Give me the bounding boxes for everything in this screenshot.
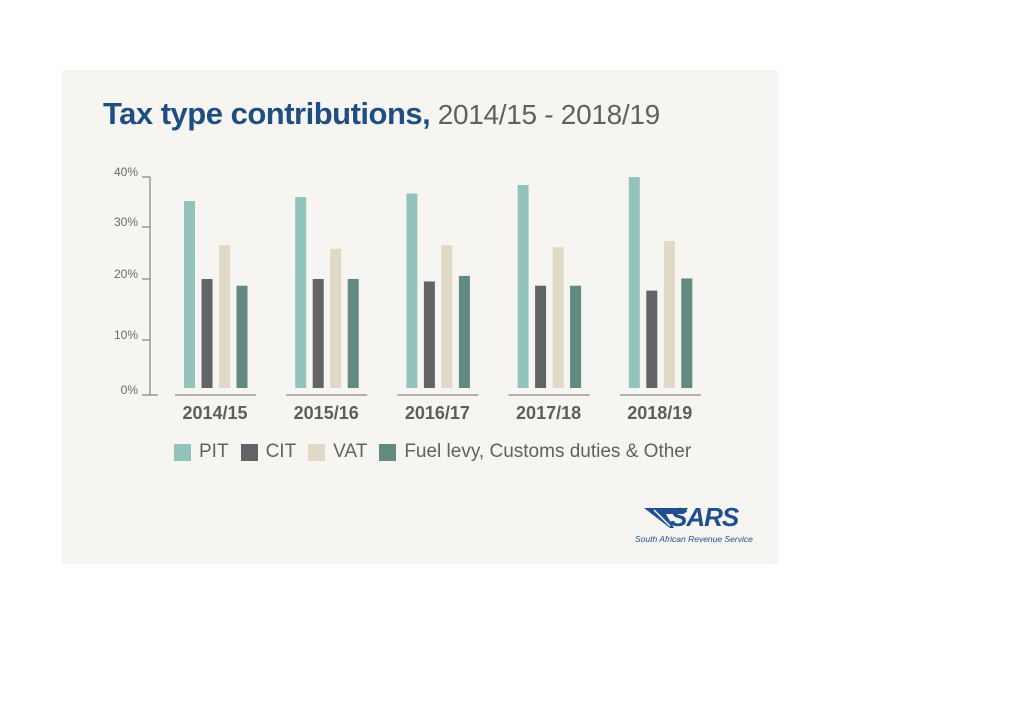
y-tick-label: 40% <box>114 165 138 179</box>
bars <box>184 177 693 388</box>
chart-panel <box>62 70 778 564</box>
sars-logo-mark-icon <box>644 508 688 528</box>
chart-title-sub: 2014/15 - 2018/19 <box>430 99 661 130</box>
bar-cit <box>646 290 658 388</box>
y-tick-label: 0% <box>121 383 139 397</box>
bar-vat <box>441 245 453 388</box>
legend-label-vat: VAT <box>333 441 368 462</box>
bar-pit <box>406 193 418 388</box>
bar-pit <box>517 185 529 388</box>
sars-logo-wordmark: SARS <box>670 502 739 532</box>
y-axis: 0% 10% 20% 30% 40% <box>114 165 158 397</box>
bar-vat <box>330 248 342 388</box>
legend-item-other: Fuel levy, Customs duties & Other <box>379 441 691 463</box>
bar-vat <box>552 247 564 388</box>
bar-pit <box>184 201 195 388</box>
legend-item-pit: PIT <box>174 441 229 463</box>
bar-cit <box>201 279 213 388</box>
x-tick-label: 2017/18 <box>516 403 581 423</box>
y-tick-label: 20% <box>114 267 138 281</box>
x-axis: 2014/15 2015/16 2016/17 2017/18 2018/19 <box>175 394 701 423</box>
bar-other <box>347 279 359 388</box>
bar-cit <box>535 285 547 388</box>
x-tick-label: 2015/16 <box>294 403 359 423</box>
legend-label-cit: CIT <box>265 441 297 462</box>
y-tick-label: 10% <box>114 328 138 342</box>
bar-pit <box>295 197 307 388</box>
legend-swatch-other <box>379 443 397 461</box>
bar-cit <box>312 279 324 388</box>
legend-swatch-pit <box>174 443 191 461</box>
x-tick-label: 2014/15 <box>182 403 247 423</box>
legend-label-other: Fuel levy, Customs duties & Other <box>404 441 692 462</box>
y-tick-label: 30% <box>114 215 138 229</box>
x-tick-label: 2018/19 <box>627 403 692 423</box>
legend-swatch-cit <box>240 443 258 461</box>
bar-other <box>236 285 248 388</box>
bar-other <box>681 278 693 388</box>
bar-other <box>570 285 582 388</box>
sars-logo-tagline: South African Revenue Service <box>635 534 753 544</box>
legend: PIT CIT VAT Fuel levy, Customs duties & … <box>174 441 703 463</box>
legend-label-pit: PIT <box>199 441 229 462</box>
bar-vat <box>663 241 675 388</box>
legend-item-cit: CIT <box>240 441 297 463</box>
bar-pit <box>628 177 640 388</box>
sars-logo: SARS South African Revenue Service <box>630 502 760 546</box>
bar-other <box>458 275 470 388</box>
x-tick-label: 2016/17 <box>405 403 470 423</box>
bar-vat <box>219 245 230 388</box>
chart-title-main: Tax type contributions, <box>103 96 431 131</box>
bar-cit <box>423 281 435 388</box>
legend-swatch-vat <box>308 443 326 461</box>
chart-title: Tax type contributions, 2014/15 - 2018/1… <box>103 96 660 132</box>
legend-item-vat: VAT <box>308 441 367 463</box>
